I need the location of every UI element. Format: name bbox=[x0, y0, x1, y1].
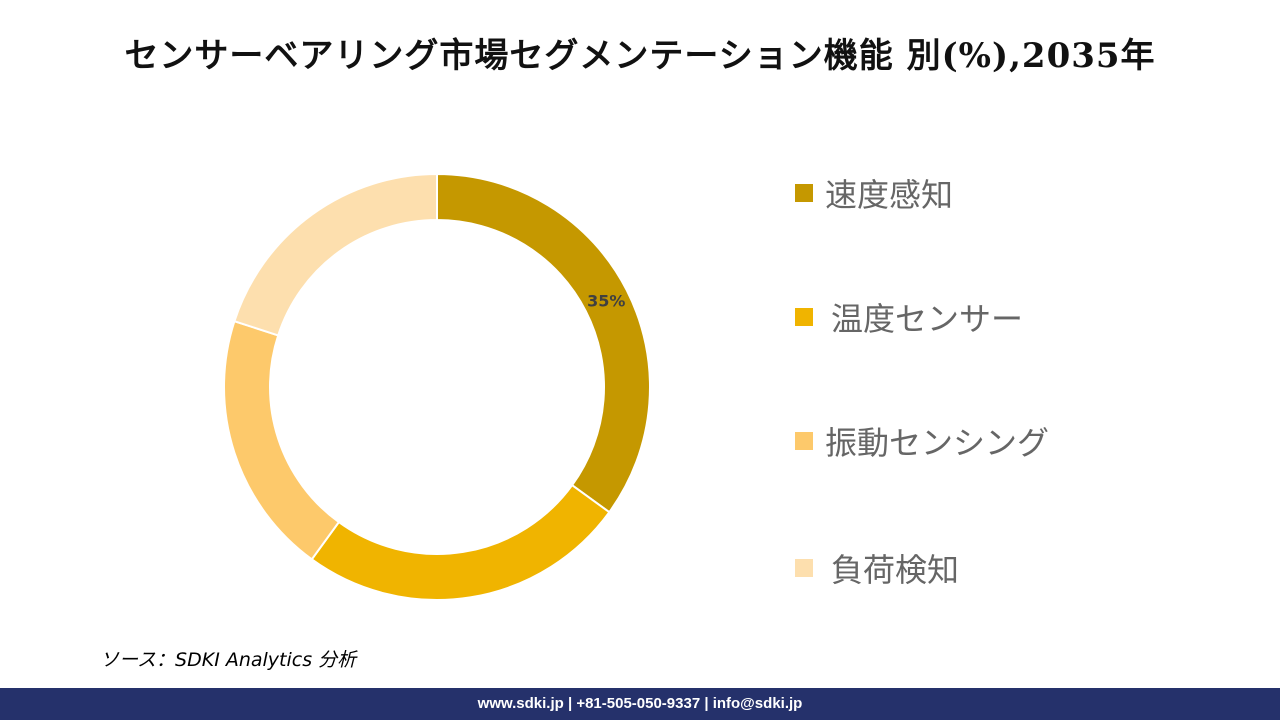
legend-label-0: 速度感知 bbox=[825, 176, 954, 214]
chart-title: センサーベアリング市場セグメンテーション機能 別(%),2035年 bbox=[124, 36, 1156, 76]
donut-slice-0 bbox=[436, 172, 651, 514]
legend-item-1: 温度センサー bbox=[795, 294, 1023, 340]
legend-swatch-3 bbox=[795, 559, 813, 577]
donut-slice-2 bbox=[223, 319, 341, 561]
legend-swatch-2 bbox=[795, 432, 813, 450]
legend-swatch-0 bbox=[795, 184, 813, 202]
legend-item-0: 速度感知 bbox=[795, 170, 953, 216]
donut-slice-3 bbox=[233, 172, 438, 337]
donut-slice-1 bbox=[310, 483, 611, 601]
legend-swatch-1 bbox=[795, 308, 813, 326]
legend-item-3: 負荷検知 bbox=[795, 545, 959, 591]
legend-label-2: 振動センシング bbox=[825, 424, 1050, 462]
data-label-0: 35% bbox=[587, 292, 625, 311]
footer-contact: www.sdki.jp | +81-505-050-9337 | info@sd… bbox=[0, 688, 1280, 720]
source-note: ソース：SDKI Analytics 分析 bbox=[100, 649, 357, 671]
legend-label-3: 負荷検知 bbox=[831, 551, 960, 589]
legend-label-1: 温度センサー bbox=[831, 300, 1024, 338]
legend-item-2: 振動センシング bbox=[795, 418, 1049, 464]
